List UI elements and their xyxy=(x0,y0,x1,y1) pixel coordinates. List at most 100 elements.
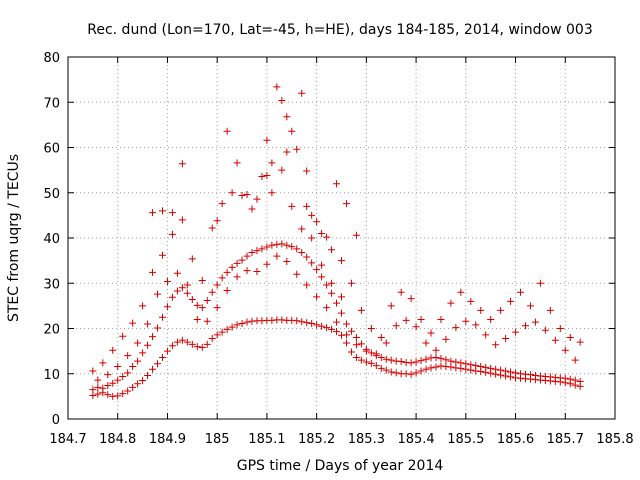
data-point xyxy=(472,321,480,329)
data-point xyxy=(223,286,231,294)
data-point xyxy=(303,167,311,175)
data-point xyxy=(263,243,271,251)
data-point xyxy=(492,341,500,349)
x-tick-label: 185.6 xyxy=(497,432,534,447)
data-point xyxy=(268,189,276,197)
data-point xyxy=(352,341,360,349)
data-point xyxy=(144,341,152,349)
x-tick-label: 184.8 xyxy=(99,432,136,447)
data-point xyxy=(566,334,574,342)
data-point xyxy=(139,377,147,385)
data-point xyxy=(352,334,360,342)
data-point xyxy=(149,268,157,276)
data-point xyxy=(89,391,97,399)
data-point xyxy=(168,209,176,217)
grid-lines xyxy=(68,57,615,419)
data-point xyxy=(308,234,316,242)
data-point xyxy=(482,331,490,339)
data-point xyxy=(139,302,147,310)
data-point xyxy=(158,207,166,215)
data-point xyxy=(134,380,142,388)
data-point xyxy=(208,288,216,296)
data-point xyxy=(313,218,321,226)
data-point xyxy=(566,375,574,383)
data-point xyxy=(531,318,539,326)
data-point xyxy=(149,365,157,373)
data-point xyxy=(467,361,475,369)
data-point xyxy=(198,344,206,352)
data-point xyxy=(402,316,410,324)
data-point xyxy=(243,267,251,275)
data-point xyxy=(576,338,584,346)
data-point xyxy=(462,360,470,368)
data-point xyxy=(223,325,231,333)
data-point xyxy=(427,364,435,372)
data-point xyxy=(407,295,415,303)
data-point xyxy=(173,338,181,346)
data-point xyxy=(342,339,350,347)
data-point xyxy=(526,371,534,379)
data-point xyxy=(457,288,465,296)
data-point xyxy=(303,281,311,289)
data-point xyxy=(129,383,137,391)
data-point xyxy=(253,195,261,203)
data-point xyxy=(313,293,321,301)
data-point xyxy=(248,248,256,256)
data-point xyxy=(392,369,400,377)
data-point xyxy=(263,260,271,268)
data-point xyxy=(173,287,181,295)
data-point xyxy=(333,328,341,336)
data-point xyxy=(303,319,311,327)
y-tick-label: 30 xyxy=(43,277,60,292)
data-point xyxy=(377,334,385,342)
data-point xyxy=(283,258,291,266)
data-point xyxy=(288,127,296,135)
data-point xyxy=(382,355,390,363)
data-point xyxy=(576,377,584,385)
x-tick-label: 185.1 xyxy=(248,432,285,447)
data-point xyxy=(497,366,505,374)
data-point xyxy=(238,191,246,199)
data-point xyxy=(472,362,480,370)
data-point xyxy=(193,301,201,309)
data-point xyxy=(99,359,107,367)
data-point xyxy=(119,332,127,340)
data-point xyxy=(492,365,500,373)
data-point xyxy=(283,148,291,156)
data-point xyxy=(422,355,430,363)
data-point xyxy=(382,366,390,374)
data-point xyxy=(119,372,127,380)
data-point xyxy=(432,353,440,361)
y-tick-label: 10 xyxy=(43,368,60,383)
data-point xyxy=(124,352,132,360)
data-point xyxy=(372,350,380,358)
data-point xyxy=(238,320,246,328)
data-point xyxy=(293,270,301,278)
data-point xyxy=(288,202,296,210)
data-point xyxy=(94,390,102,398)
data-point xyxy=(447,363,455,371)
x-tick-label: 184.7 xyxy=(49,432,86,447)
data-point xyxy=(124,387,132,395)
data-point xyxy=(188,255,196,263)
data-point xyxy=(178,284,186,292)
data-point xyxy=(129,363,137,371)
data-point xyxy=(193,343,201,351)
data-point xyxy=(283,241,291,249)
data-point xyxy=(178,336,186,344)
data-point xyxy=(347,279,355,287)
data-point xyxy=(233,273,241,281)
y-tick-label: 50 xyxy=(43,187,60,202)
data-point xyxy=(109,346,117,354)
data-point xyxy=(407,359,415,367)
data-point xyxy=(318,261,326,269)
data-point xyxy=(571,376,579,384)
y-tick-label: 40 xyxy=(43,232,60,247)
data-point xyxy=(328,246,336,254)
x-tick-label: 185.5 xyxy=(447,432,484,447)
data-point xyxy=(323,304,331,312)
data-point xyxy=(318,322,326,330)
data-point xyxy=(437,315,445,323)
data-point xyxy=(283,113,291,121)
data-point xyxy=(502,367,510,375)
